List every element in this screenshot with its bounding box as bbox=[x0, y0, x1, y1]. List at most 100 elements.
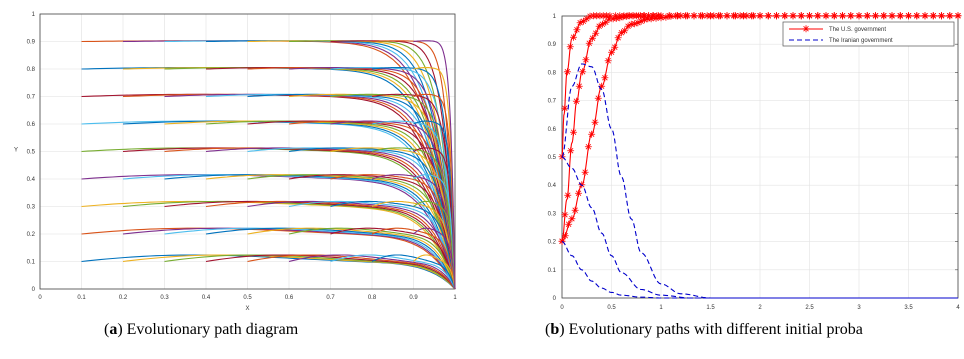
caption-b: (b) Evolutionary paths with different in… bbox=[545, 321, 863, 338]
star-marker: ✳ bbox=[599, 11, 607, 21]
star-marker: ✳ bbox=[591, 117, 599, 127]
star-marker: ✳ bbox=[611, 43, 619, 53]
star-marker: ✳ bbox=[657, 13, 665, 23]
trajectory-line bbox=[288, 174, 456, 290]
y-tick-label-b: 0.6 bbox=[548, 127, 557, 133]
y-tick-label-b: 0.5 bbox=[548, 155, 557, 161]
y-tick-label-a: 0.7 bbox=[27, 95, 36, 101]
star-marker: ✳ bbox=[707, 11, 715, 21]
y-axis-label-a: Y bbox=[14, 148, 18, 154]
grid-b bbox=[561, 15, 959, 299]
star-marker: ✳ bbox=[946, 11, 954, 21]
caption-a-letter: a bbox=[109, 321, 118, 338]
trajectory-line bbox=[122, 147, 456, 290]
trajectory-line bbox=[205, 93, 456, 290]
x-tick-label-b: 4 bbox=[956, 305, 960, 311]
iranian-gov-line bbox=[561, 156, 958, 299]
trajectory-line bbox=[330, 147, 456, 290]
star-marker: ✳ bbox=[674, 11, 682, 21]
star-marker: ✳ bbox=[913, 11, 921, 21]
x-tick-label-b: 0.5 bbox=[607, 305, 616, 311]
star-marker: ✳ bbox=[731, 11, 739, 21]
star-marker: ✳ bbox=[573, 25, 581, 35]
trajectory-line bbox=[122, 174, 456, 290]
y-tick-label-b: 0.2 bbox=[548, 240, 557, 246]
star-marker: ✳ bbox=[570, 32, 578, 42]
trajectory-line bbox=[330, 174, 456, 290]
star-marker: ✳ bbox=[748, 11, 756, 21]
y-tick-label-b: 0.8 bbox=[548, 70, 557, 76]
caption-a: (a) Evolutionary path diagram bbox=[104, 321, 299, 338]
star-marker: ✳ bbox=[565, 220, 573, 230]
star-marker: ✳ bbox=[954, 11, 962, 21]
chart-a-svg: 0 0.1 0.2 0.3 0.4 0.5 0.6 0.7 0.8 0.9 1 0 0.1 0.2 0.3 0… bbox=[14, 12, 457, 312]
trajectory-line bbox=[205, 254, 456, 290]
trajectory-line bbox=[330, 93, 456, 290]
star-marker: ✳ bbox=[690, 11, 698, 21]
star-marker: ✳ bbox=[580, 16, 588, 26]
star-marker: ✳ bbox=[564, 67, 572, 77]
star-marker: ✳ bbox=[641, 11, 649, 21]
trajectory-line bbox=[330, 254, 456, 290]
star-marker: ✳ bbox=[773, 11, 781, 21]
star-marker: ✳ bbox=[847, 11, 855, 21]
legend-us-star: ✳ bbox=[802, 24, 810, 34]
star-marker: ✳ bbox=[579, 67, 587, 77]
star-marker: ✳ bbox=[596, 11, 604, 21]
trajectory-line bbox=[205, 147, 456, 290]
trajectory-line bbox=[205, 174, 456, 290]
trajectory-line bbox=[413, 174, 456, 290]
evolutionary-path-chart: 0 0.1 0.2 0.3 0.4 0.5 0.6 0.7 0.8 0.9 1 0 0.1 0.2 0.3 0… bbox=[0, 0, 470, 359]
trajectory-line bbox=[247, 174, 456, 290]
star-marker: ✳ bbox=[806, 11, 814, 21]
trajectory-line bbox=[205, 227, 456, 290]
trajectory-line bbox=[205, 200, 456, 290]
trajectory-line bbox=[413, 40, 456, 290]
star-marker: ✳ bbox=[583, 14, 591, 24]
trajectory-line bbox=[288, 227, 456, 290]
x-tick-label-a: 0.7 bbox=[326, 295, 335, 301]
x-tick-label-a: 0.5 bbox=[243, 295, 252, 301]
star-marker: ✳ bbox=[872, 11, 880, 21]
star-marker: ✳ bbox=[682, 11, 690, 21]
star-marker: ✳ bbox=[616, 11, 624, 21]
trajectory-line bbox=[330, 120, 456, 290]
star-marker: ✳ bbox=[830, 11, 838, 21]
x-tick-label-a: 0 bbox=[38, 295, 42, 301]
trajectory-line bbox=[247, 227, 456, 290]
x-tick-label-b: 3.5 bbox=[904, 305, 913, 311]
y-tick-label-b: 0.7 bbox=[548, 99, 557, 105]
star-marker: ✳ bbox=[921, 11, 929, 21]
star-marker: ✳ bbox=[756, 11, 764, 21]
trajectory-line bbox=[413, 227, 456, 290]
trajectory-line bbox=[413, 67, 456, 290]
initial-probability-chart: 0 0.5 1 1.5 2 2.5 3 3.5 4 0 0.1 0.2 0.3 0.4 0.5 0.6 0.7 0… bbox=[498, 0, 964, 359]
star-marker: ✳ bbox=[585, 39, 593, 49]
star-marker: ✳ bbox=[566, 42, 574, 52]
chart-b-svg: 0 0.5 1 1.5 2 2.5 3 3.5 4 0 0.1 0.2 0.3 0.4 0.5 0.6 0.7 0… bbox=[548, 11, 963, 311]
star-marker: ✳ bbox=[589, 33, 597, 43]
star-marker: ✳ bbox=[855, 11, 863, 21]
star-marker: ✳ bbox=[595, 93, 603, 103]
y-tick-label-a: 0.8 bbox=[27, 67, 36, 73]
star-marker: ✳ bbox=[585, 142, 593, 152]
x-tick-label-b: 2 bbox=[758, 305, 762, 311]
x-tick-label-a: 0.3 bbox=[160, 295, 169, 301]
star-marker: ✳ bbox=[954, 11, 962, 21]
trajectory-line bbox=[413, 93, 456, 290]
star-marker: ✳ bbox=[822, 11, 830, 21]
x-tick-label-a: 0.9 bbox=[409, 295, 418, 301]
star-marker: ✳ bbox=[954, 11, 962, 21]
star-marker: ✳ bbox=[888, 11, 896, 21]
y-tick-label-b: 0.9 bbox=[548, 42, 557, 48]
star-marker: ✳ bbox=[880, 11, 888, 21]
trajectory-line bbox=[330, 200, 456, 290]
trajectory-line bbox=[371, 174, 456, 290]
star-marker: ✳ bbox=[938, 11, 946, 21]
star-marker: ✳ bbox=[781, 11, 789, 21]
star-marker: ✳ bbox=[620, 11, 628, 21]
y-tick-label-b: 0.3 bbox=[548, 211, 557, 217]
star-marker: ✳ bbox=[814, 11, 822, 21]
star-marker: ✳ bbox=[839, 11, 847, 21]
trajectory-line bbox=[330, 227, 456, 290]
